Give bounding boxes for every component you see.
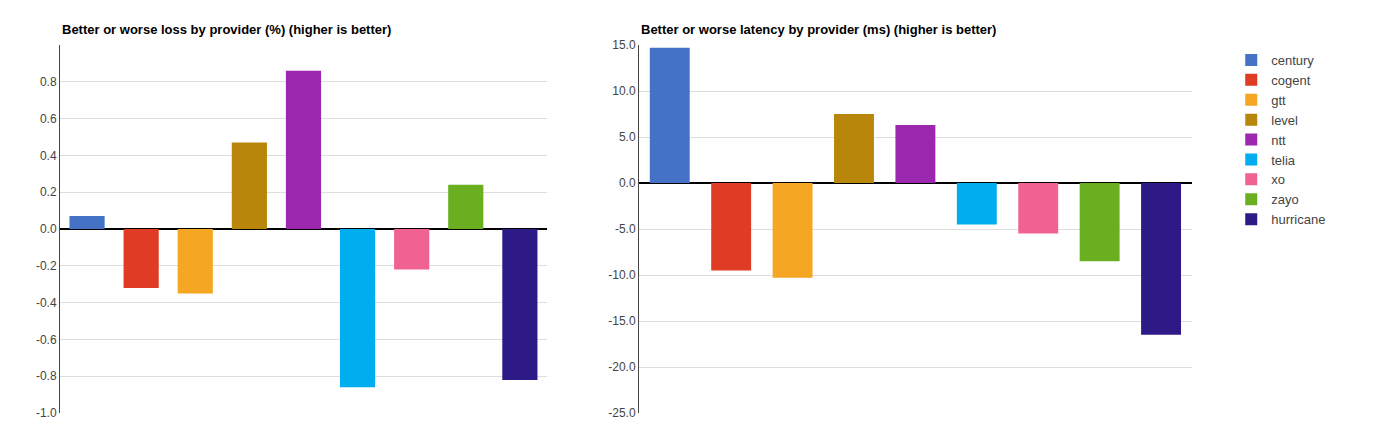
- svg-text:-1.0: -1.0: [36, 406, 57, 420]
- svg-text:10.0: 10.0: [612, 84, 636, 98]
- svg-text:-10.0: -10.0: [608, 268, 636, 282]
- svg-text:zayo: zayo: [1271, 192, 1298, 207]
- svg-text:-25.0: -25.0: [608, 406, 636, 420]
- svg-text:-0.4: -0.4: [36, 296, 57, 310]
- svg-text:0.8: 0.8: [40, 75, 57, 89]
- svg-text:hurricane: hurricane: [1271, 212, 1325, 227]
- svg-text:0.6: 0.6: [40, 112, 57, 126]
- svg-text:telia: telia: [1271, 153, 1296, 168]
- svg-text:-5.0: -5.0: [615, 222, 636, 236]
- svg-text:-0.2: -0.2: [36, 259, 57, 273]
- svg-text:0.0: 0.0: [619, 176, 636, 190]
- svg-text:century: century: [1271, 53, 1314, 68]
- svg-text:Better or worse latency by pro: Better or worse latency by provider (ms)…: [641, 22, 996, 37]
- svg-text:-15.0: -15.0: [608, 314, 636, 328]
- svg-text:15.0: 15.0: [612, 38, 636, 52]
- svg-text:cogent: cogent: [1271, 73, 1310, 88]
- svg-text:gtt: gtt: [1271, 93, 1286, 108]
- svg-text:ntt: ntt: [1271, 133, 1286, 148]
- svg-text:0.2: 0.2: [40, 185, 57, 199]
- svg-text:-0.8: -0.8: [36, 369, 57, 383]
- svg-text:Better or worse loss by provid: Better or worse loss by provider (%) (hi…: [62, 22, 391, 37]
- svg-text:-20.0: -20.0: [608, 360, 636, 374]
- svg-text:0.4: 0.4: [40, 149, 57, 163]
- svg-text:-0.6: -0.6: [36, 333, 57, 347]
- svg-text:0.0: 0.0: [40, 222, 57, 236]
- svg-text:5.0: 5.0: [619, 130, 636, 144]
- svg-text:level: level: [1271, 113, 1298, 128]
- svg-text:xo: xo: [1271, 172, 1285, 187]
